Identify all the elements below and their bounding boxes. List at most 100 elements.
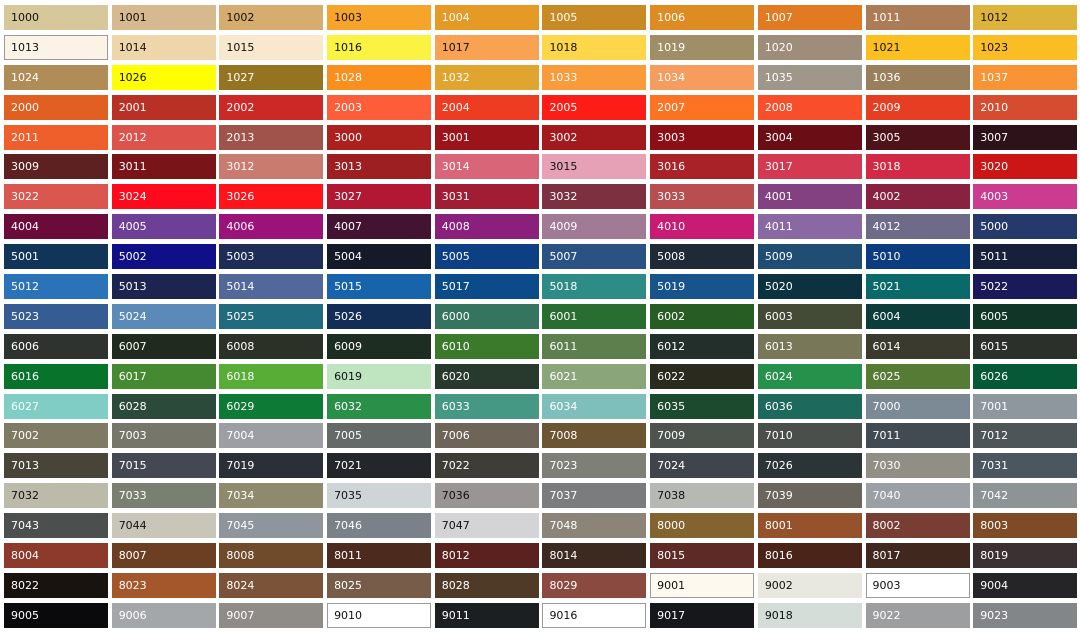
color-swatch-1026[interactable]: 1026 [111,64,216,90]
color-swatch-9006[interactable]: 9006 [111,602,216,628]
color-swatch-7012[interactable]: 7012 [973,423,1078,449]
color-swatch-8007[interactable]: 8007 [111,543,216,569]
color-swatch-2005[interactable]: 2005 [542,94,647,120]
color-swatch-5008[interactable]: 5008 [650,244,755,270]
color-swatch-4012[interactable]: 4012 [865,214,970,240]
color-swatch-3013[interactable]: 3013 [327,154,432,180]
color-swatch-7006[interactable]: 7006 [434,423,539,449]
color-swatch-8003[interactable]: 8003 [973,513,1078,539]
color-swatch-1004[interactable]: 1004 [434,5,539,30]
color-swatch-6018[interactable]: 6018 [219,363,324,389]
color-swatch-2001[interactable]: 2001 [111,94,216,120]
color-swatch-6015[interactable]: 6015 [973,333,1078,359]
color-swatch-6007[interactable]: 6007 [111,333,216,359]
color-swatch-8012[interactable]: 8012 [434,543,539,569]
color-swatch-3015[interactable]: 3015 [542,154,647,180]
color-swatch-7034[interactable]: 7034 [219,483,324,509]
color-swatch-2009[interactable]: 2009 [865,94,970,120]
color-swatch-6024[interactable]: 6024 [757,363,862,389]
color-swatch-4006[interactable]: 4006 [219,214,324,240]
color-swatch-3012[interactable]: 3012 [219,154,324,180]
color-swatch-5013[interactable]: 5013 [111,274,216,300]
color-swatch-2011[interactable]: 2011 [4,124,108,150]
color-swatch-3020[interactable]: 3020 [973,154,1078,180]
color-swatch-6003[interactable]: 6003 [757,303,862,329]
color-swatch-5020[interactable]: 5020 [757,274,862,300]
color-swatch-4004[interactable]: 4004 [4,214,108,240]
color-swatch-4003[interactable]: 4003 [973,184,1078,210]
color-swatch-8023[interactable]: 8023 [111,572,216,598]
color-swatch-3017[interactable]: 3017 [757,154,862,180]
color-swatch-7013[interactable]: 7013 [4,453,108,479]
color-swatch-3022[interactable]: 3022 [4,184,108,210]
color-swatch-8017[interactable]: 8017 [865,543,970,569]
color-swatch-4005[interactable]: 4005 [111,214,216,240]
color-swatch-7010[interactable]: 7010 [757,423,862,449]
color-swatch-4008[interactable]: 4008 [434,214,539,240]
color-swatch-7031[interactable]: 7031 [973,453,1078,479]
color-swatch-1034[interactable]: 1034 [650,64,755,90]
color-swatch-7003[interactable]: 7003 [111,423,216,449]
color-swatch-6026[interactable]: 6026 [973,363,1078,389]
color-swatch-8016[interactable]: 8016 [757,543,862,569]
color-swatch-8022[interactable]: 8022 [4,572,108,598]
color-swatch-5018[interactable]: 5018 [542,274,647,300]
color-swatch-9023[interactable]: 9023 [973,602,1078,628]
color-swatch-3027[interactable]: 3027 [327,184,432,210]
color-swatch-5015[interactable]: 5015 [327,274,432,300]
color-swatch-5001[interactable]: 5001 [4,244,108,270]
color-swatch-1017[interactable]: 1017 [434,34,539,60]
color-swatch-1018[interactable]: 1018 [542,34,647,60]
color-swatch-8004[interactable]: 8004 [4,543,108,569]
color-swatch-7040[interactable]: 7040 [865,483,970,509]
color-swatch-6008[interactable]: 6008 [219,333,324,359]
color-swatch-1012[interactable]: 1012 [973,5,1078,30]
color-swatch-9017[interactable]: 9017 [650,602,755,628]
color-swatch-6035[interactable]: 6035 [650,393,755,419]
color-swatch-6002[interactable]: 6002 [650,303,755,329]
color-swatch-5012[interactable]: 5012 [4,274,108,300]
color-swatch-9010[interactable]: 9010 [327,602,432,628]
color-swatch-1006[interactable]: 1006 [650,5,755,30]
color-swatch-4007[interactable]: 4007 [327,214,432,240]
color-swatch-6009[interactable]: 6009 [327,333,432,359]
color-swatch-2007[interactable]: 2007 [650,94,755,120]
color-swatch-7044[interactable]: 7044 [111,513,216,539]
color-swatch-4011[interactable]: 4011 [757,214,862,240]
color-swatch-5011[interactable]: 5011 [973,244,1078,270]
color-swatch-3007[interactable]: 3007 [973,124,1078,150]
color-swatch-9007[interactable]: 9007 [219,602,324,628]
color-swatch-1037[interactable]: 1037 [973,64,1078,90]
color-swatch-1000[interactable]: 1000 [4,5,108,30]
color-swatch-7015[interactable]: 7015 [111,453,216,479]
color-swatch-5019[interactable]: 5019 [650,274,755,300]
color-swatch-9018[interactable]: 9018 [757,602,862,628]
color-swatch-1015[interactable]: 1015 [219,34,324,60]
color-swatch-6011[interactable]: 6011 [542,333,647,359]
color-swatch-6019[interactable]: 6019 [327,363,432,389]
color-swatch-7005[interactable]: 7005 [327,423,432,449]
color-swatch-7008[interactable]: 7008 [542,423,647,449]
color-swatch-7046[interactable]: 7046 [327,513,432,539]
color-swatch-5021[interactable]: 5021 [865,274,970,300]
color-swatch-6004[interactable]: 6004 [865,303,970,329]
color-swatch-1023[interactable]: 1023 [973,34,1078,60]
color-swatch-5024[interactable]: 5024 [111,303,216,329]
color-swatch-6034[interactable]: 6034 [542,393,647,419]
color-swatch-6022[interactable]: 6022 [650,363,755,389]
color-swatch-7011[interactable]: 7011 [865,423,970,449]
color-swatch-8029[interactable]: 8029 [542,572,647,598]
color-swatch-4009[interactable]: 4009 [542,214,647,240]
color-swatch-1019[interactable]: 1019 [650,34,755,60]
color-swatch-6006[interactable]: 6006 [4,333,108,359]
color-swatch-1032[interactable]: 1032 [434,64,539,90]
color-swatch-3004[interactable]: 3004 [757,124,862,150]
color-swatch-5022[interactable]: 5022 [973,274,1078,300]
color-swatch-9003[interactable]: 9003 [865,572,970,598]
color-swatch-3005[interactable]: 3005 [865,124,970,150]
color-swatch-8019[interactable]: 8019 [973,543,1078,569]
color-swatch-7035[interactable]: 7035 [327,483,432,509]
color-swatch-3018[interactable]: 3018 [865,154,970,180]
color-swatch-7022[interactable]: 7022 [434,453,539,479]
color-swatch-8008[interactable]: 8008 [219,543,324,569]
